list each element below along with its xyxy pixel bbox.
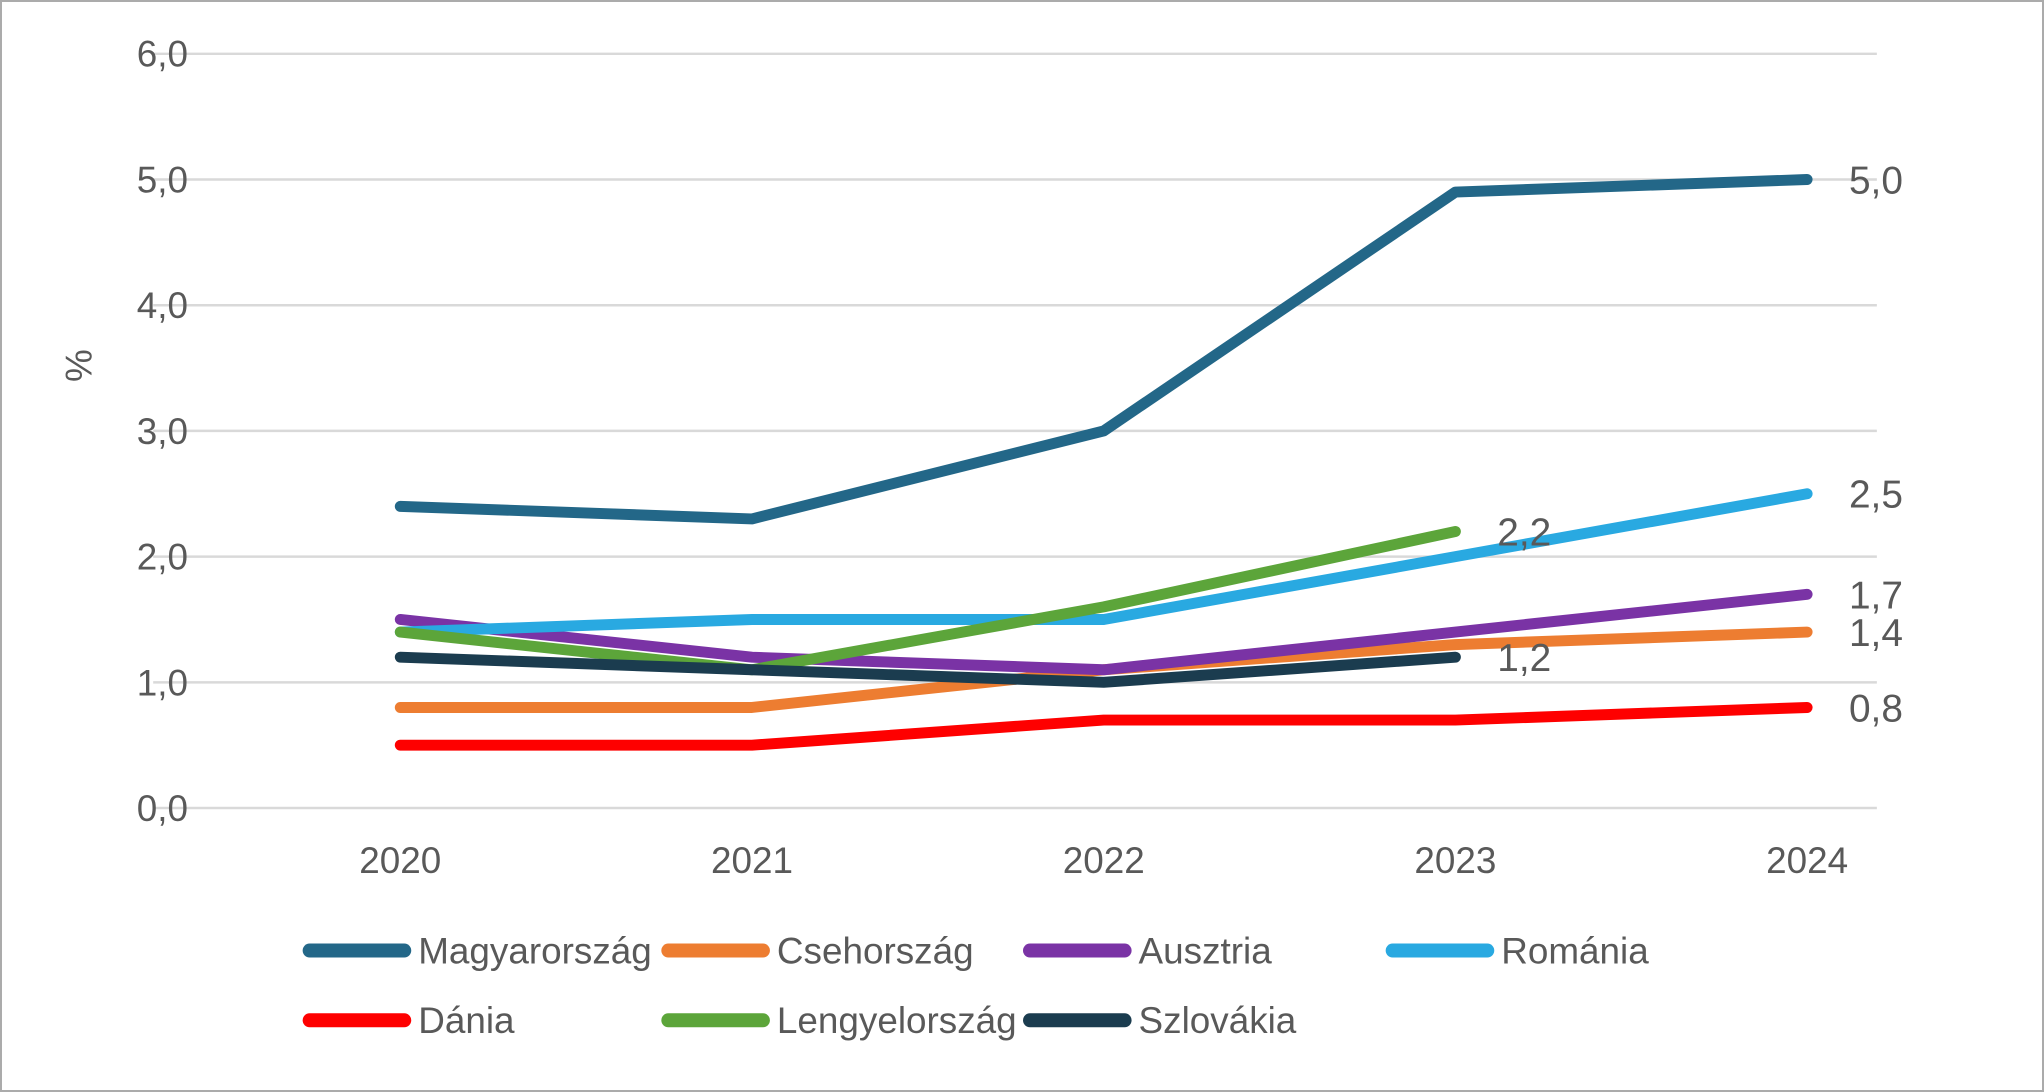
y-tick-label-0: 0,0 <box>137 788 188 829</box>
legend-item-dania: Dánia <box>302 1000 515 1041</box>
legend-item-lengyelorszag: Lengyelország <box>661 1000 1017 1041</box>
series-line-ausztria <box>394 588 1813 676</box>
end-label-magyarorszag: 5,0 <box>1849 159 1903 202</box>
series-line-dania <box>394 701 1813 751</box>
end-label-ausztria: 1,7 <box>1849 574 1903 617</box>
legend-item-csehorszag: Csehország <box>661 930 974 971</box>
x-axis-tick-labels: 2020 2021 2022 2023 2024 <box>359 840 1848 881</box>
y-tick-label-2: 2,0 <box>137 537 188 578</box>
legend-item-magyarorszag: Magyarország <box>302 930 652 971</box>
y-axis-title-text: % <box>58 349 99 382</box>
series-line-romania <box>394 488 1813 638</box>
end-label-dania: 0,8 <box>1849 687 1903 730</box>
legend-label-romania: Románia <box>1501 930 1649 971</box>
y-axis-tick-labels: 0,0 1,0 2,0 3,0 4,0 5,0 6,0 <box>137 34 188 829</box>
end-label-csehorszag: 1,4 <box>1849 612 1903 655</box>
legend-label-lengyelorszag: Lengyelország <box>777 1000 1017 1041</box>
x-tick-label-2022: 2022 <box>1063 840 1145 881</box>
gridlines <box>153 52 1877 810</box>
y-tick-label-6: 6,0 <box>137 34 188 75</box>
end-label-szlovakia: 1,2 <box>1497 637 1551 680</box>
y-tick-label-3: 3,0 <box>137 411 188 452</box>
legend-item-szlovakia: Szlovákia <box>1022 1000 1297 1041</box>
y-tick-label-1: 1,0 <box>137 662 188 703</box>
legend-label-magyarorszag: Magyarország <box>418 930 652 971</box>
legend-label-szlovakia: Szlovákia <box>1139 1000 1297 1041</box>
x-tick-label-2023: 2023 <box>1414 840 1496 881</box>
legend-label-dania: Dánia <box>418 1000 515 1041</box>
end-label-romania: 2,5 <box>1849 474 1903 517</box>
y-axis-title: % <box>58 349 99 382</box>
y-tick-label-4: 4,0 <box>137 285 188 326</box>
legend-label-csehorszag: Csehország <box>777 930 974 971</box>
series-line-szlovakia <box>394 651 1461 688</box>
legend-item-romania: Románia <box>1385 930 1649 971</box>
legend-item-ausztria: Ausztria <box>1022 930 1273 971</box>
x-tick-label-2020: 2020 <box>359 840 441 881</box>
end-label-lengyelorszag: 2,2 <box>1497 511 1551 554</box>
series-line-magyarorszag <box>394 174 1813 525</box>
x-tick-label-2024: 2024 <box>1766 840 1848 881</box>
y-tick-label-5: 5,0 <box>137 159 188 200</box>
x-tick-label-2021: 2021 <box>711 840 793 881</box>
legend: Magyarország Csehország Ausztria Románia Dán… <box>302 930 1649 1041</box>
series-line-lengyelorszag <box>394 526 1461 676</box>
legend-label-ausztria: Ausztria <box>1139 930 1273 971</box>
series-lines <box>394 174 1813 751</box>
series-end-labels: 5,0 1,41,7 2,5 0,8 2,2 1,2 <box>1497 159 1903 730</box>
